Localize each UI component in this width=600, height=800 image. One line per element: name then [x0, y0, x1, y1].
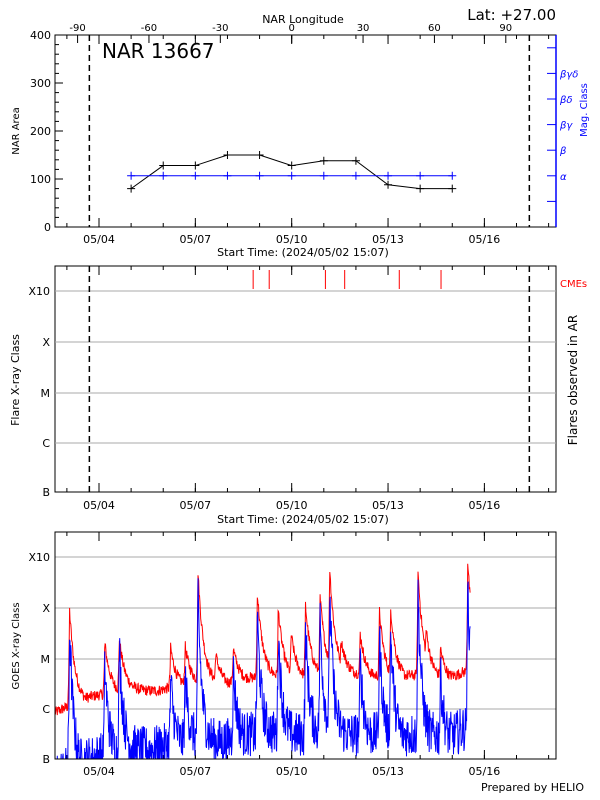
goes-traces — [55, 563, 471, 759]
mag-class-point-10 — [448, 171, 457, 180]
panel3-marks: B C M X X10 05/04 05/07 05/10 05/13 05/16 — [28, 532, 556, 778]
panel2-ylabel: Flare X-ray Class — [9, 334, 22, 426]
top-axis-label: -60 — [141, 23, 157, 34]
nar-area-point-7 — [351, 156, 360, 165]
x-tick-label: 05/07 — [179, 765, 211, 778]
top-axis-label: NAR Longitude — [262, 13, 344, 26]
panel2-marks: B C M X X10 05/04 05/07 05/10 05/13 05/16 — [28, 266, 556, 512]
nar-area-point-0 — [127, 184, 136, 193]
y-tick-label: 300 — [30, 77, 51, 90]
panel1-marks: 0 100 200 300 400 α β βγ βδ βγδ -90 -60 -30 0 30 60 90 05… — [30, 23, 578, 246]
mag-class-label: βγδ — [559, 69, 578, 80]
x-tick-label: 05/16 — [469, 233, 501, 246]
y-tick-label: C — [42, 703, 50, 716]
top-axis-label: 90 — [499, 23, 512, 34]
y-tick-label: 400 — [30, 29, 51, 42]
nar-area-point-6 — [319, 156, 328, 165]
x-tick-label: 05/10 — [276, 233, 308, 246]
panel1-frame — [54, 34, 557, 228]
y-tick-label: M — [41, 387, 51, 400]
mag-class-point-3 — [223, 171, 232, 180]
x-tick-label: 05/04 — [83, 765, 115, 778]
latitude-label: Lat: +27.00 — [467, 6, 556, 24]
top-axis-label: 0 — [289, 23, 295, 34]
nar-area-point-8 — [384, 180, 393, 189]
panel3-ylabel: GOES X-ray Class — [11, 602, 22, 689]
mag-class-label: α — [560, 172, 567, 183]
nar-area-point-3 — [223, 151, 232, 159]
mag-class-point-2 — [191, 171, 200, 180]
y-tick-label: 0 — [44, 221, 51, 234]
mag-class-point-9 — [416, 171, 425, 180]
y-tick-label: B — [42, 753, 50, 766]
panel-nar-area: NAR 13667 Lat: +27.00 NAR Longitude NAR … — [11, 6, 590, 259]
x-tick-label: 05/07 — [179, 499, 211, 512]
panel1-ylabel: NAR Area — [11, 107, 22, 154]
goes-short-channel-line — [55, 578, 471, 759]
y-tick-label: X10 — [28, 285, 50, 298]
panel-goes-xray: GOES X-ray Class B C M X X10 05/04 05/07 05/10 0… — [11, 531, 584, 794]
y-tick-label: M — [41, 653, 51, 666]
x-tick-label: 05/16 — [469, 499, 501, 512]
x-tick-label: 05/10 — [276, 765, 308, 778]
panel2-frame — [54, 265, 557, 493]
top-axis-label: 60 — [428, 23, 441, 34]
y-tick-label: 100 — [30, 173, 51, 186]
panel3-frame — [54, 531, 557, 760]
y-tick-label: X — [42, 336, 50, 349]
panel1-right-ylabel: Mag. Class — [579, 83, 590, 137]
mag-class-point-1 — [159, 171, 168, 180]
x-tick-label: 05/13 — [372, 765, 404, 778]
panel2-xlabel: Start Time: (2024/05/02 15:07) — [217, 513, 389, 526]
mag-class-point-6 — [319, 171, 328, 180]
mag-class-label: βδ — [559, 95, 573, 106]
cme-label: CMEs — [560, 279, 587, 290]
x-tick-label: 05/13 — [372, 233, 404, 246]
x-tick-label: 05/16 — [469, 765, 501, 778]
footer-credit: Prepared by HELIO — [481, 781, 584, 794]
nar-area-point-10 — [448, 184, 457, 193]
mag-class-point-8 — [384, 171, 393, 180]
top-axis-label: -30 — [212, 23, 228, 34]
y-tick-label: C — [42, 437, 50, 450]
panel1-xlabel: Start Time: (2024/05/02 15:07) — [217, 246, 389, 259]
x-tick-label: 05/10 — [276, 499, 308, 512]
panel1-title: NAR 13667 — [102, 39, 215, 63]
x-tick-label: 05/04 — [83, 233, 115, 246]
goes-long-channel-line — [55, 563, 471, 716]
top-axis-label: 30 — [357, 23, 370, 34]
y-tick-label: 200 — [30, 125, 51, 138]
x-tick-label: 05/13 — [372, 499, 404, 512]
top-axis-label: -90 — [69, 23, 85, 34]
x-tick-label: 05/07 — [179, 233, 211, 246]
nar-area-point-1 — [159, 161, 168, 170]
mag-class-point-7 — [351, 171, 360, 180]
nar-area-point-5 — [287, 161, 296, 170]
nar-area-point-2 — [191, 161, 200, 170]
mag-class-label: β — [559, 146, 567, 157]
mag-class-point-4 — [255, 171, 264, 180]
mag-class-label: βγ — [559, 121, 573, 132]
x-tick-label: 05/04 — [83, 499, 115, 512]
mag-class-point-5 — [287, 171, 296, 180]
y-tick-label: B — [42, 486, 50, 499]
y-tick-label: X10 — [28, 551, 50, 564]
mag-class-point-0 — [127, 171, 136, 180]
nar-area-point-9 — [416, 184, 425, 193]
y-tick-label: X — [42, 602, 50, 615]
panel2-right-label: Flares observed in AR — [566, 315, 580, 445]
nar-area-point-4 — [255, 151, 264, 159]
panel-flare-class: Flare X-ray Class Flares observed in AR … — [9, 265, 587, 526]
